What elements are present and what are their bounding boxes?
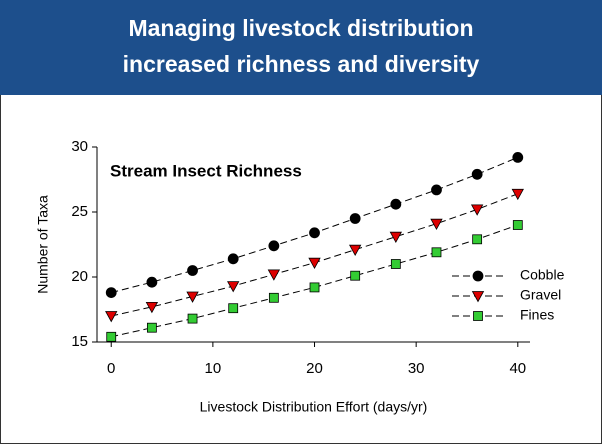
data-point	[390, 259, 401, 269]
legend-marker	[472, 270, 484, 282]
data-point	[431, 184, 442, 196]
data-point	[146, 276, 158, 288]
data-point	[105, 311, 118, 323]
data-point	[471, 168, 483, 180]
data-point	[470, 204, 484, 216]
data-point	[227, 253, 239, 265]
legend-marker	[473, 311, 483, 321]
data-point	[350, 270, 361, 281]
data-point	[146, 322, 157, 333]
data-point	[430, 218, 443, 231]
x-tick-label: 30	[408, 360, 425, 377]
data-point	[106, 331, 117, 342]
x-axis-label: Livestock Distribution Effort (days/yr)	[200, 399, 428, 415]
legend-label: Fines	[520, 307, 554, 323]
y-tick-label: 15	[71, 333, 88, 350]
data-point	[186, 291, 199, 303]
y-tick-label: 20	[71, 268, 88, 285]
data-point	[431, 247, 442, 258]
data-point	[187, 265, 198, 276]
legend-marker	[471, 291, 485, 303]
x-tick-label: 40	[509, 360, 526, 377]
y-axis-label: Number of Taxa	[35, 195, 51, 294]
header-band	[0, 0, 602, 95]
legend-label: Gravel	[520, 287, 561, 303]
data-point	[309, 282, 320, 293]
data-point	[308, 257, 321, 270]
data-point	[512, 220, 523, 230]
data-point	[512, 151, 524, 163]
data-point	[309, 227, 320, 239]
data-point	[472, 234, 483, 245]
data-point	[187, 313, 198, 324]
data-point	[268, 292, 279, 303]
data-point	[227, 281, 240, 293]
data-point	[511, 188, 524, 201]
y-tick-label: 30	[71, 138, 88, 155]
data-point	[389, 231, 403, 244]
header-title: increased richness and diversity	[123, 51, 480, 77]
data-point	[348, 244, 362, 257]
data-point	[105, 287, 117, 299]
data-point	[349, 213, 361, 224]
x-tick-label: 20	[306, 360, 323, 377]
x-tick-label: 10	[205, 360, 222, 377]
data-point	[268, 240, 280, 252]
data-point	[228, 303, 239, 314]
data-point	[267, 269, 281, 281]
chart-title: Stream Insect Richness	[110, 161, 302, 180]
x-tick-label: 0	[107, 360, 115, 377]
legend-label: Cobble	[520, 267, 565, 283]
data-point	[145, 301, 159, 314]
y-tick-label: 25	[71, 203, 88, 220]
header-title: Managing livestock distribution	[128, 15, 473, 41]
data-point	[390, 198, 402, 210]
